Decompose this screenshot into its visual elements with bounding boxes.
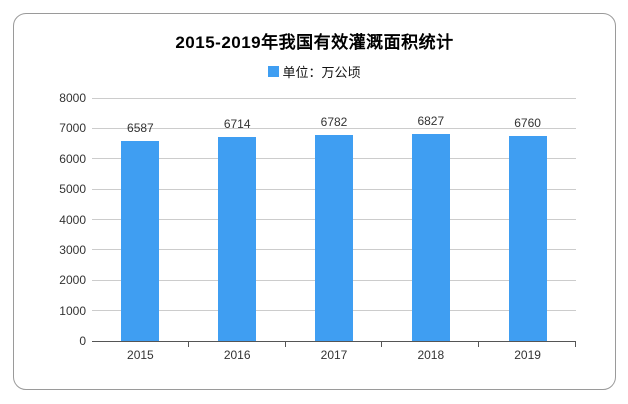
- x-axis-label: 2019: [514, 348, 541, 362]
- bar-value-label: 6827: [417, 113, 445, 128]
- bar: [508, 135, 547, 341]
- gridline: [92, 97, 576, 99]
- y-axis-label: 6000: [59, 151, 86, 166]
- bar-value-label: 6760: [514, 115, 541, 130]
- y-axis-label: 2000: [59, 273, 86, 288]
- y-axis-label: 7000: [59, 121, 86, 136]
- x-axis-label: 2018: [417, 348, 445, 362]
- y-axis-label: 5000: [59, 182, 86, 197]
- y-axis-label: 1000: [59, 303, 86, 318]
- legend-label: 单位：万公顷: [282, 65, 361, 80]
- x-axis-label: 2016: [223, 348, 251, 362]
- bar-value-label: 6714: [223, 117, 251, 132]
- y-axis-label: 4000: [59, 212, 86, 227]
- x-axis-tick: [575, 342, 576, 347]
- bar: [315, 134, 353, 341]
- legend-marker-icon: [268, 66, 280, 77]
- x-axis-tick: [381, 342, 383, 347]
- chart-title: 2015-2019年我国有效灌溉面积统计: [175, 33, 454, 52]
- legend: 单位：万公顷: [14, 62, 615, 81]
- bar: [121, 140, 160, 341]
- bar: [218, 137, 257, 341]
- x-axis-tick: [187, 342, 189, 347]
- bar-value-label: 6587: [127, 120, 154, 135]
- gridline: [92, 127, 576, 129]
- x-axis-line: [92, 341, 576, 342]
- x-axis-label: 2015: [127, 348, 154, 362]
- chart-card: 2015-2019年我国有效灌溉面积统计 单位：万公顷 0 1000 2000 300…: [13, 13, 616, 390]
- plot-area: 0 1000 2000 3000 4000 5000 6000 7000 8000 6587 201…: [14, 14, 617, 391]
- y-axis-label: 0: [79, 334, 86, 348]
- bar: [411, 133, 450, 341]
- x-axis-tick: [478, 342, 480, 347]
- bar-value-label: 6782: [320, 114, 348, 129]
- x-axis-tick: [284, 342, 286, 347]
- y-axis-label: 8000: [59, 91, 86, 105]
- y-axis-label: 3000: [59, 242, 86, 257]
- x-axis-label: 2017: [320, 348, 348, 362]
